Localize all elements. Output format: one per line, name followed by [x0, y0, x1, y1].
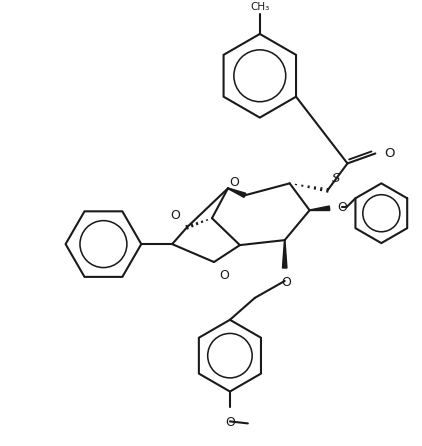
Text: O: O [229, 176, 239, 189]
Text: S: S [332, 172, 340, 186]
Text: O: O [219, 269, 229, 282]
Text: O: O [225, 417, 235, 429]
Text: O: O [338, 201, 347, 214]
Polygon shape [310, 206, 330, 211]
Text: O: O [384, 147, 395, 160]
Text: O: O [281, 276, 291, 289]
Polygon shape [282, 240, 287, 268]
Text: CH₃: CH₃ [250, 2, 269, 12]
Text: O: O [170, 209, 180, 222]
Polygon shape [228, 188, 246, 198]
